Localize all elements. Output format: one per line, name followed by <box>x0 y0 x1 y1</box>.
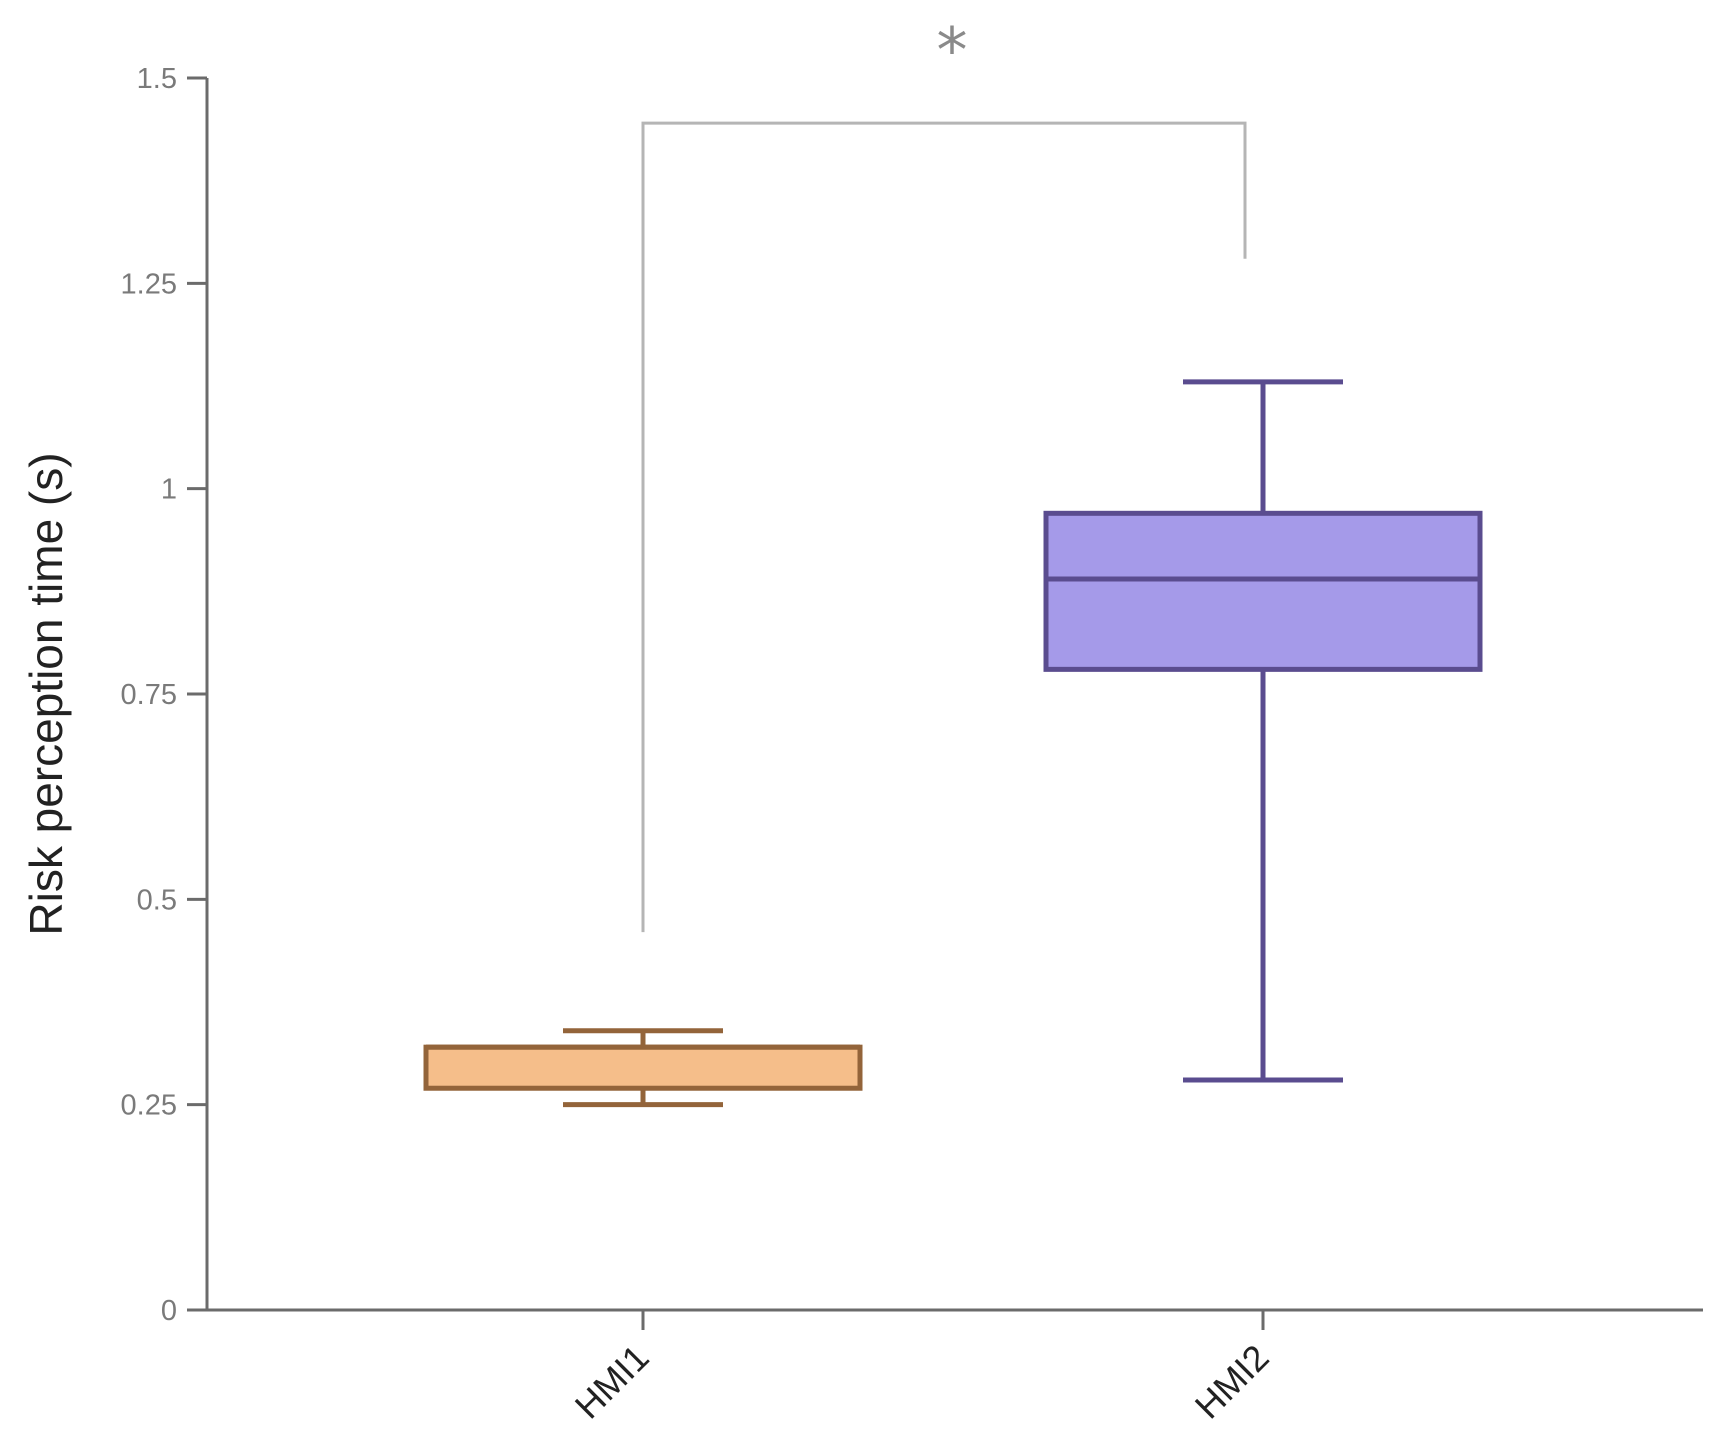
axes <box>187 76 1703 1330</box>
significance-annotation: * <box>641 14 1247 933</box>
box-hmi1 <box>423 1028 863 1108</box>
boxes <box>423 379 1483 1108</box>
y-tick-label: 0.5 <box>137 884 177 916</box>
significance-bracket <box>641 121 1247 933</box>
labels: 0 0.25 0.5 0.75 1 1.25 1.5 HMI1 HMI2 Risk percept… <box>20 63 1277 1426</box>
significance-label: * <box>937 14 968 87</box>
y-tick-label: 1 <box>161 474 177 506</box>
y-tick-label: 0.25 <box>121 1090 177 1122</box>
y-tick-label: 0.75 <box>121 679 177 711</box>
y-axis-title: Risk perception time (s) <box>20 452 72 935</box>
box-hmi2 <box>1043 379 1483 1083</box>
box-iqr <box>423 1044 863 1091</box>
y-tick-label: 1.5 <box>137 63 177 95</box>
box-iqr <box>1043 510 1483 672</box>
x-tick-label: HMI1 <box>567 1337 657 1427</box>
y-tick-label: 0 <box>161 1295 177 1327</box>
x-tick-label: HMI2 <box>1187 1337 1277 1427</box>
y-tick-label: 1.25 <box>121 268 177 300</box>
